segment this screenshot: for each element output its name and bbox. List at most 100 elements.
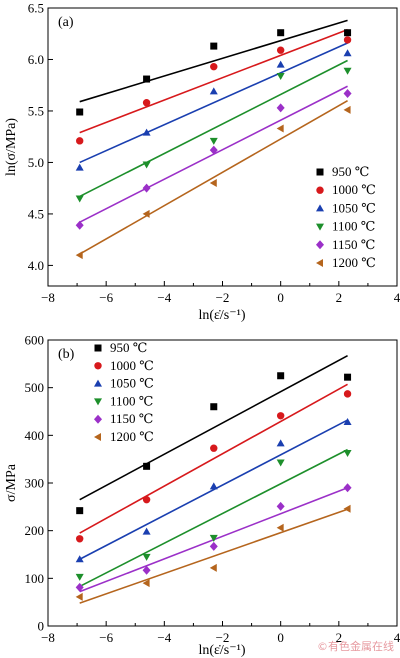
data-point <box>276 72 285 80</box>
data-point <box>276 523 284 532</box>
legend-marker <box>316 240 324 250</box>
y-axis-title-a: ln(σ/MPa) <box>4 118 19 176</box>
legend-label: 1000 ℃ <box>332 182 376 197</box>
fit-line <box>79 383 348 534</box>
x-tick-label: 2 <box>336 290 343 305</box>
y-tick-label: 4.5 <box>28 206 44 221</box>
data-point <box>142 183 151 193</box>
panel-b: (b) −8 −6 −4 −2 0 2 4 0 100 200 300 400 500 600 950 ℃… <box>4 333 400 658</box>
legend-marker <box>316 204 324 212</box>
legend-label: 1050 ℃ <box>110 376 154 391</box>
axis-ticks-b: −8 −6 −4 −2 0 2 4 0 100 200 300 400 500 600 <box>25 333 400 646</box>
fit-line <box>79 355 348 501</box>
data-point <box>344 29 352 37</box>
data-point <box>276 46 285 54</box>
data-point <box>210 403 218 411</box>
data-point <box>142 99 151 107</box>
data-point <box>143 462 151 470</box>
legend-marker <box>94 379 102 387</box>
data-point <box>209 563 217 572</box>
data-point <box>76 137 84 145</box>
data-point <box>75 573 84 581</box>
panel-label-a: (a) <box>58 15 74 30</box>
chart-marks-b <box>75 355 352 604</box>
data-point <box>343 88 352 98</box>
legend-label: 1050 ℃ <box>332 200 376 215</box>
legend-label: 1000 ℃ <box>110 358 154 373</box>
x-axis-title-b: ln(ε̇/s⁻¹) <box>198 643 245 658</box>
data-point <box>142 128 151 136</box>
fit-line <box>79 28 348 134</box>
legend-label: 1150 ℃ <box>110 411 153 426</box>
data-point <box>210 42 218 50</box>
x-tick-label: 2 <box>336 630 343 645</box>
data-point <box>75 555 84 563</box>
legend-marker <box>316 223 324 231</box>
legend-label: 1150 ℃ <box>332 237 375 252</box>
fit-line <box>79 99 348 255</box>
legend-marker <box>94 414 102 424</box>
data-point <box>209 87 218 95</box>
legend-marker <box>316 186 324 194</box>
data-point <box>343 449 352 457</box>
data-point <box>142 579 150 588</box>
y-tick-label: 6.0 <box>28 52 44 67</box>
data-point <box>142 527 151 535</box>
data-point <box>343 67 352 75</box>
y-tick-label: 5.0 <box>28 155 44 170</box>
data-point <box>209 534 218 542</box>
data-point <box>276 412 285 420</box>
data-point <box>209 482 218 490</box>
x-tick-label: −4 <box>157 630 171 645</box>
data-point <box>76 507 84 515</box>
y-tick-label: 300 <box>25 476 45 491</box>
x-tick-label: −8 <box>41 630 55 645</box>
chart-marks-a <box>75 19 352 260</box>
x-tick-label: 0 <box>277 290 284 305</box>
data-point <box>76 535 84 543</box>
legend-a: 950 ℃ 1000 ℃ 1050 ℃ 1100 ℃ 1150 ℃ 1200 ℃ <box>316 164 376 270</box>
data-point <box>343 49 352 57</box>
data-point <box>276 103 285 113</box>
fit-line <box>79 59 348 198</box>
data-point <box>276 439 285 447</box>
data-point <box>276 501 285 511</box>
y-tick-label: 5.5 <box>28 103 44 118</box>
x-tick-label: −4 <box>157 290 171 305</box>
data-point <box>142 209 150 218</box>
x-tick-label: −2 <box>216 290 230 305</box>
data-point <box>276 459 285 467</box>
legend-marker <box>94 344 102 352</box>
legend-b: 950 ℃ 1000 ℃ 1050 ℃ 1100 ℃ 1150 ℃ 1200 ℃ <box>94 340 154 444</box>
y-tick-label: 500 <box>25 380 45 395</box>
data-point <box>210 62 218 71</box>
y-tick-label: 400 <box>25 428 45 443</box>
axis-ticks-a: −8 −6 −4 −2 0 2 4 4.0 4.5 5.0 5.5 6.0 6.5 <box>28 1 400 306</box>
legend-label: 1200 ℃ <box>110 429 154 444</box>
data-point <box>209 179 217 188</box>
data-point <box>143 75 151 83</box>
y-tick-label: 600 <box>25 333 45 348</box>
data-point <box>277 29 285 37</box>
legend-label: 1100 ℃ <box>332 219 375 234</box>
data-point <box>343 105 351 114</box>
data-point <box>75 163 84 171</box>
panel-a: (a) −8 −6 −4 −2 0 2 4 4.0 4.5 5.0 5.5 6.0 6.5 950 ℃ 1… <box>4 1 400 324</box>
x-tick-label: −8 <box>41 290 55 305</box>
y-tick-label: 200 <box>25 523 45 538</box>
data-point <box>75 592 83 601</box>
data-point <box>343 36 352 44</box>
data-point <box>210 444 218 452</box>
data-point <box>343 504 351 513</box>
legend-label: 1200 ℃ <box>332 255 376 270</box>
data-point <box>209 137 218 145</box>
data-point <box>142 495 151 504</box>
watermark-text: ©有色金属在线 <box>317 640 394 653</box>
data-point <box>276 124 284 133</box>
x-tick-label: −6 <box>99 290 113 305</box>
data-point <box>343 390 352 398</box>
data-point <box>343 483 352 493</box>
legend-marker <box>316 168 324 176</box>
x-tick-label: 4 <box>394 630 400 645</box>
